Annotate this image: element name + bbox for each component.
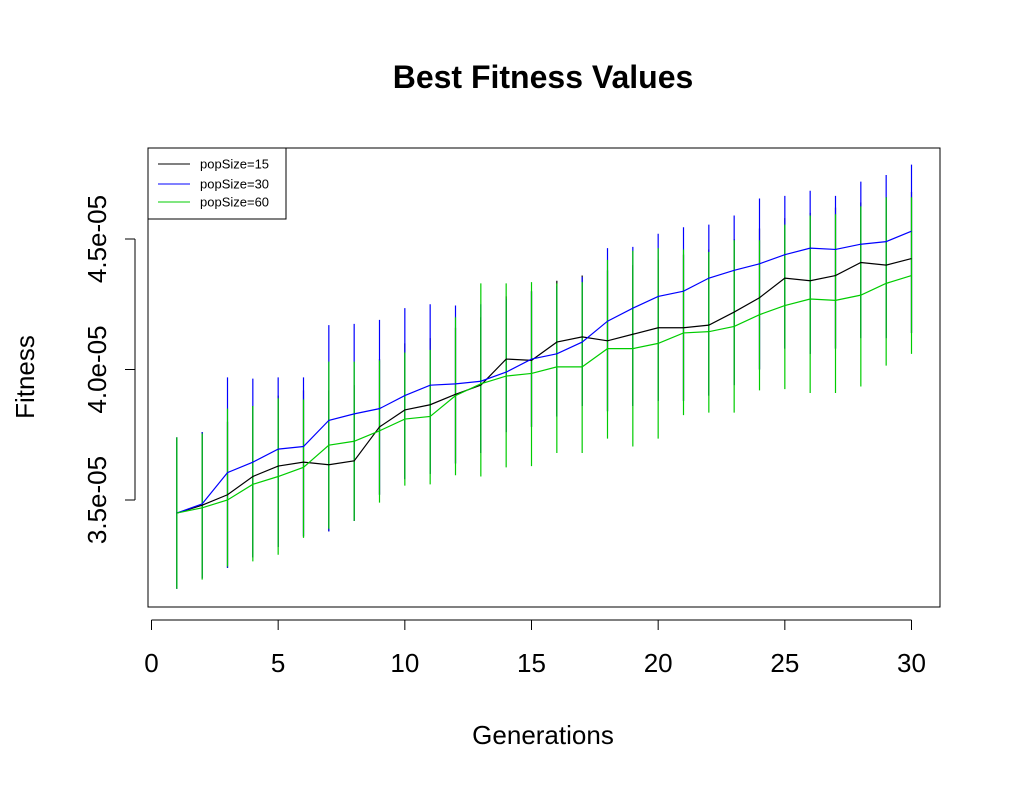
legend-label-popsize-15: popSize=15 [200,157,269,172]
error-bars [176,164,913,589]
series-lines [176,230,912,514]
y-tick-label: 3.5e-05 [82,456,112,544]
x-axis: 0 5 10 15 20 25 30 [144,619,926,678]
legend-label-popsize-30: popSize=30 [200,177,269,192]
x-tick-label: 30 [897,648,926,678]
x-tick-label: 10 [390,648,419,678]
series-line-0 [176,257,912,514]
plot-box [147,147,941,608]
x-tick-label: 0 [144,648,158,678]
x-tick-label: 25 [770,648,799,678]
y-tick-label: 4.0e-05 [82,325,112,413]
chart-title: Best Fitness Values [393,59,694,95]
legend: popSize=15 popSize=30 popSize=60 [147,147,287,220]
y-axis-label: Fitness [10,335,40,419]
series-line-2 [176,274,912,514]
x-axis-label: Generations [472,720,614,750]
series-line-1 [176,230,912,514]
y-tick-label: 4.5e-05 [82,195,112,283]
x-tick-label: 15 [517,648,546,678]
x-tick-label: 5 [271,648,285,678]
y-axis: 3.5e-05 4.0e-05 4.5e-05 [82,195,136,544]
legend-label-popsize-60: popSize=60 [200,195,269,210]
x-tick-label: 20 [644,648,673,678]
